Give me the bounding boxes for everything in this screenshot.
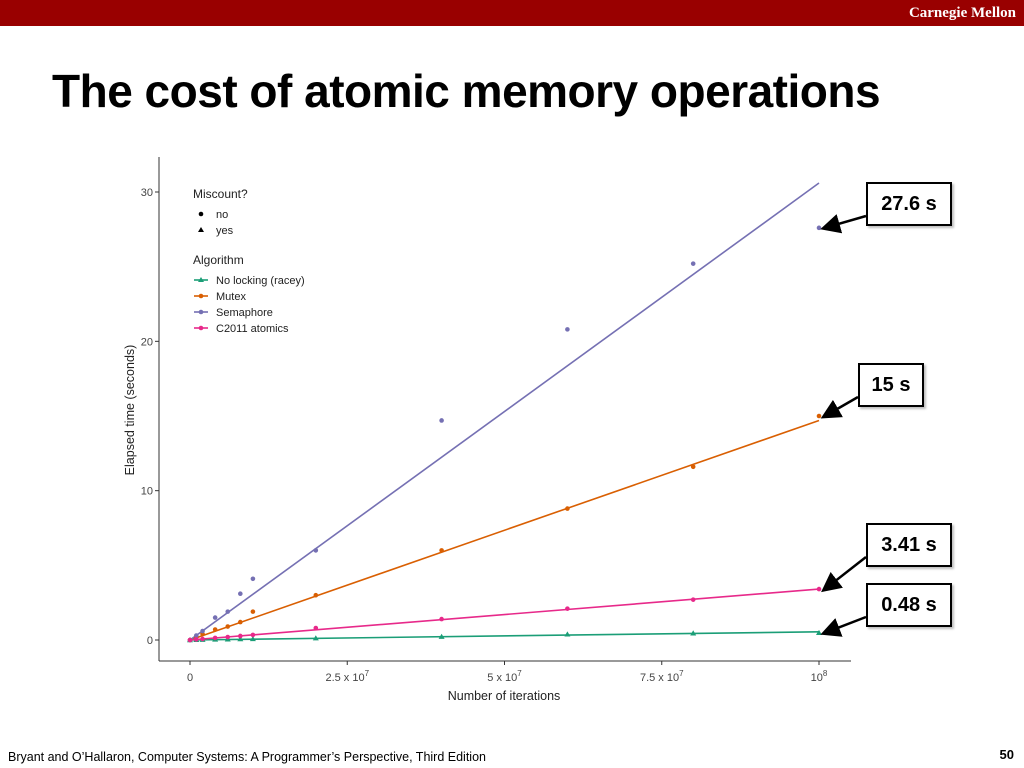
legend-marker — [198, 293, 204, 299]
x-tick-label: 108 — [811, 669, 828, 684]
legend-series-label: No locking (racey) — [216, 275, 305, 287]
y-tick-label: 0 — [147, 635, 153, 647]
legend-title-shape: Miscount? — [193, 187, 248, 201]
y-tick-label: 20 — [141, 336, 153, 348]
callout-atomics: 3.41 s — [866, 523, 952, 567]
data-point — [225, 624, 231, 629]
data-point — [439, 418, 444, 423]
legend-triangle-key — [198, 227, 204, 232]
data-point — [200, 636, 205, 642]
x-axis-label: Number of iterations — [448, 689, 561, 703]
data-point — [690, 261, 696, 266]
chart-axes: 0 10 20 30 0 2.5 x 107 5 x 107 7.5 x 107 108 — [141, 157, 851, 684]
callout-arrow — [821, 556, 867, 593]
y-tick-label: 30 — [141, 187, 153, 199]
legend-shape-label: yes — [216, 225, 234, 237]
data-point — [690, 630, 697, 636]
data-point — [250, 609, 256, 614]
header-bar: Carnegie Mellon — [0, 0, 1024, 26]
data-point — [565, 506, 570, 511]
callout-mutex: 15 s — [858, 363, 924, 407]
chart-legend: Miscount? no yes Algorithm No locking (racey… — [193, 187, 305, 335]
x-tick-label: 5 x 107 — [487, 669, 522, 684]
data-point — [212, 627, 218, 632]
data-point — [237, 636, 244, 642]
fit-line-3 — [189, 588, 820, 641]
data-point — [193, 637, 199, 642]
footer-citation: Bryant and O’Hallaron, Computer Systems:… — [8, 750, 486, 764]
data-point — [690, 464, 696, 470]
data-point — [225, 609, 231, 614]
callout-no-locking: 0.48 s — [866, 583, 952, 627]
data-point — [438, 633, 445, 639]
legend-series-label: Mutex — [216, 291, 246, 303]
data-point — [690, 597, 696, 602]
legend-series-label: C2011 atomics — [216, 323, 289, 335]
callout-semaphore: 27.6 s — [866, 182, 952, 226]
callout-arrows — [820, 214, 867, 637]
data-point — [313, 625, 319, 631]
slide-title: The cost of atomic memory operations — [52, 65, 881, 117]
legend-marker — [198, 309, 204, 315]
data-point — [816, 225, 822, 231]
data-point — [565, 327, 570, 332]
x-tick-label: 0 — [187, 672, 193, 684]
data-point — [212, 615, 218, 620]
data-point — [313, 548, 319, 553]
data-point — [249, 635, 256, 642]
data-point — [313, 592, 319, 598]
legend-shape-label: no — [216, 209, 228, 221]
data-point — [312, 635, 319, 641]
data-point — [212, 635, 218, 641]
fit-lines — [189, 182, 820, 641]
callout-arrow — [820, 214, 867, 234]
data-point — [816, 586, 822, 592]
data-point — [238, 619, 243, 625]
data-point — [238, 633, 243, 639]
fit-line-1 — [189, 419, 820, 641]
data-point — [816, 413, 822, 419]
legend-series-label: Semaphore — [216, 307, 273, 319]
data-point — [565, 606, 570, 611]
callout-arrow — [820, 395, 859, 419]
brand-label: Carnegie Mellon — [908, 5, 1016, 21]
data-point — [564, 631, 571, 637]
legend-circle-key — [198, 211, 204, 217]
data-point — [193, 633, 199, 638]
x-tick-label: 2.5 x 107 — [325, 669, 369, 684]
legend-marker — [198, 277, 204, 282]
data-point — [187, 637, 193, 643]
data-point — [439, 616, 444, 622]
x-tick-label: 7.5 x 107 — [640, 669, 684, 684]
fit-line-2 — [189, 182, 820, 641]
data-point — [225, 634, 231, 640]
data-point — [238, 591, 243, 597]
y-tick-label: 10 — [141, 486, 153, 498]
data-points — [187, 225, 822, 643]
y-axis-label: Elapsed time (seconds) — [123, 345, 137, 476]
data-point — [250, 632, 256, 638]
data-point — [250, 576, 256, 582]
callout-arrow — [820, 615, 867, 637]
data-point — [200, 628, 205, 634]
legend-title-color: Algorithm — [193, 253, 244, 267]
fit-line-0 — [189, 630, 820, 641]
legend-marker — [198, 325, 204, 331]
page-number: 50 — [999, 747, 1014, 762]
data-point — [439, 548, 444, 553]
